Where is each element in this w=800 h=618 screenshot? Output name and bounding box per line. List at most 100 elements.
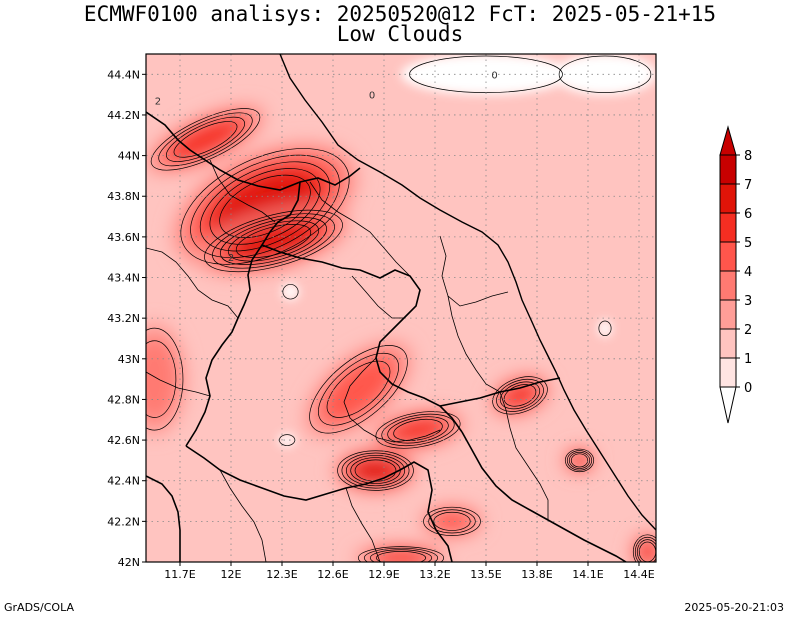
- contour-line: [146, 340, 177, 418]
- contour-line: [219, 174, 311, 238]
- contour-line: [345, 454, 406, 487]
- province-border: [146, 371, 211, 397]
- contour-label: 2: [155, 97, 161, 108]
- clear-area: [554, 54, 656, 95]
- contour-line: [337, 450, 414, 491]
- colorbar-segment: [719, 212, 737, 243]
- cloud-cell: [390, 418, 446, 442]
- colorbar-segment: [719, 328, 737, 359]
- cloud-cell: [570, 453, 589, 468]
- contour-line: [212, 213, 335, 269]
- contour-line: [341, 452, 410, 489]
- contour-line: [570, 453, 589, 468]
- cloud-field: [146, 105, 656, 562]
- colorbar-label: 0: [744, 381, 752, 396]
- clear-area: [401, 54, 571, 95]
- contour-line: [326, 360, 391, 418]
- province-border: [345, 487, 381, 562]
- contour-line: [209, 168, 321, 245]
- graticule: [146, 54, 656, 562]
- colorbar-label: 7: [744, 178, 752, 193]
- cloud-cell: [323, 358, 394, 421]
- contour-line: [566, 450, 593, 471]
- tick-label-lon: 13.5E: [470, 568, 501, 581]
- contour-line: [204, 209, 343, 273]
- clear-area: [278, 433, 296, 447]
- contour-line: [636, 539, 656, 562]
- contour-line: [499, 381, 541, 410]
- tick-label-lat: 43.6N: [107, 231, 140, 244]
- contour-line: [369, 549, 433, 562]
- cloud-cell: [638, 540, 656, 562]
- contour-line: [598, 320, 612, 336]
- contour-line: [381, 413, 455, 447]
- tick-label-lon: 12E: [221, 568, 242, 581]
- contour-line: [357, 546, 445, 562]
- colorbar: 0 1 2 3 4 5 6 7 8: [719, 125, 752, 424]
- colorbar-label: 4: [744, 265, 752, 280]
- tick-label-lon: 14.1E: [572, 568, 603, 581]
- contour-line: [433, 511, 471, 531]
- chart-subtitle: Low Clouds: [336, 22, 464, 46]
- contour-line: [363, 547, 439, 562]
- province-border: [499, 391, 549, 520]
- contour-line: [568, 451, 591, 469]
- contour-line: [393, 418, 443, 441]
- contour-line: [496, 378, 544, 412]
- tick-label-lon: 12.3E: [266, 568, 297, 581]
- tick-label-lon: 13.8E: [521, 568, 552, 581]
- border-abruzzo-lazio: [461, 431, 627, 562]
- contour-line: [158, 112, 253, 167]
- contour-line: [190, 154, 340, 259]
- contour-label: 2: [228, 253, 234, 264]
- contour-line: [227, 220, 320, 262]
- contour-line: [166, 116, 245, 162]
- province-border: [343, 357, 441, 443]
- colorbar-segment: [719, 299, 737, 330]
- border-umbria-marche: [261, 244, 463, 433]
- tick-label-lon: 12.9E: [368, 568, 399, 581]
- border-lazio-west: [146, 475, 181, 562]
- axes: 11.7E 12E 12.3E 12.6E 12.9E 13.2E 13.5E 13.8E 14…: [107, 68, 655, 581]
- colorbar-segment: [719, 241, 737, 272]
- colorbar-segment: [719, 270, 737, 301]
- chart-title: ECMWF0100 analisys: 20250520@12 FcT: 202…: [83, 2, 717, 26]
- clear-field: [278, 54, 656, 447]
- cloud-cell: [352, 458, 399, 483]
- tick-label-lat: 42.2N: [107, 515, 140, 528]
- colorbar-label: 1: [744, 352, 752, 367]
- clear-area: [282, 283, 299, 300]
- tick-label-lat: 42.6N: [107, 434, 140, 447]
- cloud-cell: [232, 222, 315, 260]
- colorbar-segment: [719, 154, 737, 185]
- tick-label-lon: 11.7E: [164, 568, 195, 581]
- contour-line: [180, 148, 350, 265]
- contour-line: [503, 384, 537, 407]
- plot-area: 0 0 2 2: [146, 54, 656, 562]
- plot-frame: [145, 53, 657, 563]
- colorbar-segment: [719, 183, 737, 214]
- contour-line: [220, 216, 327, 265]
- contour-line: [387, 416, 449, 444]
- contour-line: [564, 448, 595, 473]
- cloud-cell: [373, 550, 429, 562]
- contour-line: [282, 284, 299, 300]
- colorbar-arrow-bottom: [719, 386, 737, 424]
- cloud-cell: [146, 336, 179, 422]
- colorbar-label: 8: [744, 149, 752, 164]
- tick-label-lat: 42.8N: [107, 393, 140, 406]
- contour-line: [317, 352, 400, 426]
- contour-line: [199, 161, 331, 252]
- tick-label-lat: 43N: [118, 353, 140, 366]
- tick-label-lat: 44N: [118, 150, 140, 163]
- coastline: [279, 54, 656, 531]
- tick-label-lat: 44.2N: [107, 109, 140, 122]
- contour-line: [375, 411, 461, 449]
- border-emilia-tuscany: [146, 111, 361, 191]
- contour-line: [632, 534, 656, 562]
- tick-label-lon: 14.4E: [623, 568, 654, 581]
- contour-line: [423, 506, 481, 536]
- colorbar-label: 2: [744, 323, 752, 338]
- tick-label-lat: 42N: [118, 556, 140, 569]
